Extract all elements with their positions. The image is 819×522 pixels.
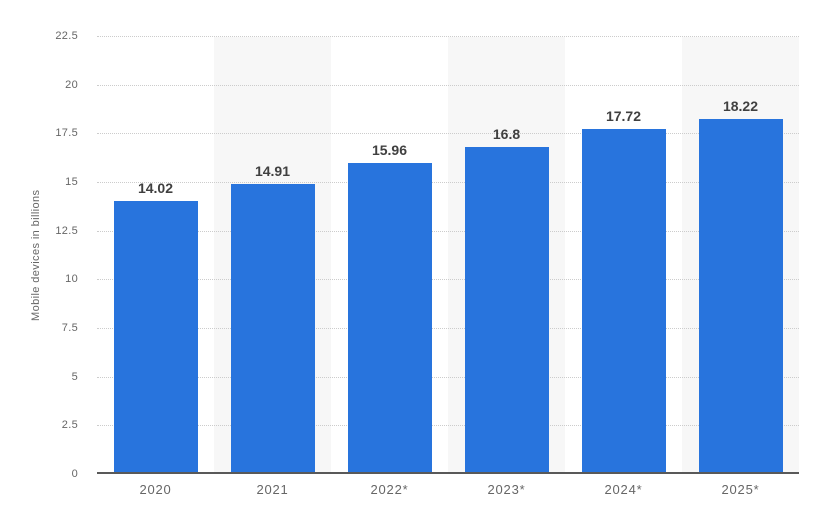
- x-axis-tick-labels: 2020 2021 2022* 2023* 2024* 2025*: [97, 482, 799, 500]
- x-tick-label: 2023*: [487, 482, 526, 497]
- bar-value-label: 14.02: [137, 180, 174, 197]
- x-axis-line: [97, 472, 799, 474]
- y-tick-label: 20: [65, 78, 78, 91]
- bar[interactable]: [698, 119, 783, 474]
- y-tick-label: 17.5: [55, 127, 78, 140]
- gridline: [97, 84, 799, 86]
- gridline: [97, 425, 799, 427]
- x-tick-label: 2025*: [721, 482, 760, 497]
- gridline: [97, 36, 799, 37]
- bar-value-label: 18.22: [722, 98, 759, 115]
- y-tick-label: 15: [65, 176, 78, 188]
- x-tick-label: 2024*: [604, 482, 643, 497]
- gridline: [97, 230, 799, 232]
- y-tick-label: 10: [65, 273, 78, 286]
- plot-area: 14.02 14.91 15.96 16.8 17.72 18.22: [97, 36, 799, 474]
- bar[interactable]: [347, 163, 432, 474]
- x-tick-label: 2020: [139, 482, 172, 497]
- y-tick-label: 0: [71, 468, 78, 480]
- bar-value-label: 17.72: [605, 108, 642, 125]
- gridline: [97, 328, 799, 329]
- x-tick-label: 2021: [256, 482, 289, 497]
- gridline: [97, 279, 799, 281]
- y-tick-label: 22.5: [55, 30, 78, 42]
- y-axis-tick-labels: 0 2.5 5 7.5 10 12.5 15 17.5 20 22.5: [0, 30, 78, 480]
- y-tick-label: 7.5: [61, 322, 78, 334]
- bar[interactable]: [230, 183, 315, 474]
- bar[interactable]: [581, 129, 666, 474]
- bar[interactable]: [113, 201, 198, 474]
- y-tick-label: 5: [71, 370, 78, 383]
- bar-value-label: 14.91: [254, 162, 291, 179]
- bar[interactable]: [464, 146, 549, 474]
- x-tick-label: 2022*: [370, 482, 409, 497]
- y-tick-label: 12.5: [55, 224, 78, 237]
- bar-value-label: 16.8: [492, 125, 521, 142]
- gridline: [97, 376, 799, 378]
- gridline: [97, 182, 799, 183]
- gridline: [97, 133, 799, 135]
- y-tick-label: 2.5: [61, 419, 78, 432]
- bar-value-label: 15.96: [371, 142, 408, 159]
